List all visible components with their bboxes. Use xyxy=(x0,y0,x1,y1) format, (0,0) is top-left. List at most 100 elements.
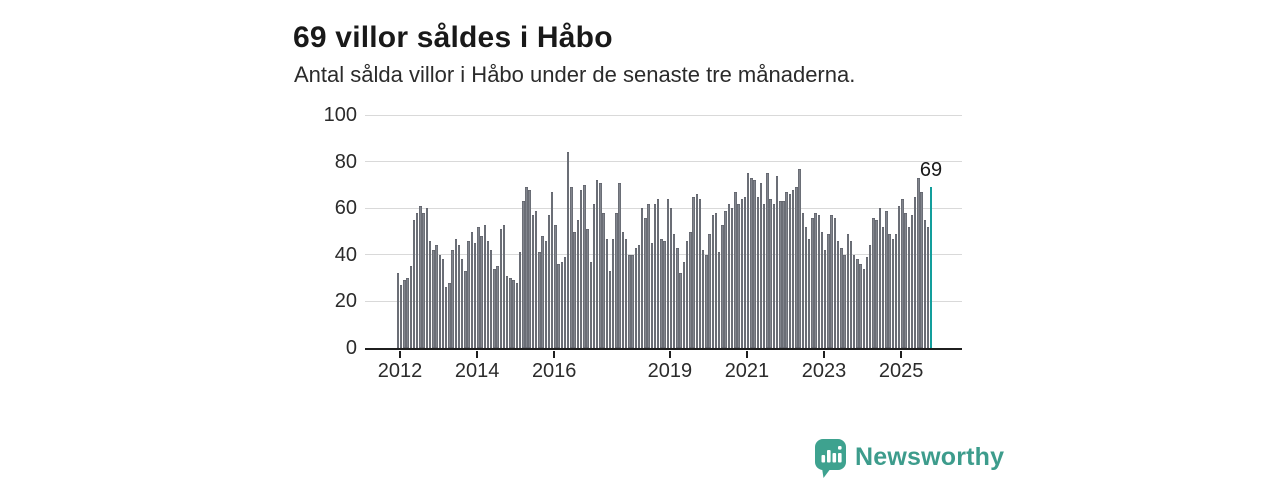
bar xyxy=(422,212,425,348)
bar xyxy=(541,236,544,348)
bar xyxy=(554,224,557,348)
bar xyxy=(438,254,441,348)
y-label-80: 80 xyxy=(334,150,357,173)
bar xyxy=(640,208,644,348)
page-title: 69 villor såldes i Håbo xyxy=(293,21,613,55)
gridline-80 xyxy=(365,161,962,163)
bar xyxy=(493,268,496,348)
last-value-annotation: 69 xyxy=(919,159,943,181)
x-tick-2025 xyxy=(900,351,903,358)
bar xyxy=(846,233,849,348)
bar xyxy=(730,208,734,348)
y-label-0: 0 xyxy=(345,337,357,359)
bar xyxy=(602,212,605,348)
bar xyxy=(740,198,743,348)
bar xyxy=(718,252,721,348)
bar xyxy=(579,189,583,348)
bar xyxy=(827,233,830,348)
bar xyxy=(724,210,727,348)
bar xyxy=(811,217,814,348)
bar xyxy=(518,252,522,348)
bar xyxy=(605,238,609,348)
bar xyxy=(904,212,907,348)
bar xyxy=(772,203,776,348)
bar xyxy=(917,177,920,348)
x-tick-2012 xyxy=(399,351,401,358)
bar xyxy=(698,198,702,348)
bar xyxy=(891,238,894,348)
bar xyxy=(795,187,798,348)
bar xyxy=(779,201,782,348)
bar xyxy=(656,198,660,348)
bar xyxy=(759,182,763,348)
bar xyxy=(901,198,904,348)
bar xyxy=(512,280,515,348)
bar xyxy=(888,233,891,348)
bar xyxy=(538,252,541,348)
bar xyxy=(840,247,843,348)
bar xyxy=(920,191,923,348)
bar xyxy=(865,257,869,348)
bar xyxy=(467,240,470,348)
bar xyxy=(763,203,766,348)
bar xyxy=(872,217,875,348)
bar xyxy=(461,259,464,348)
bar xyxy=(769,198,772,348)
bar xyxy=(631,254,634,348)
bar xyxy=(560,261,564,348)
bar xyxy=(756,196,759,348)
bar xyxy=(750,177,753,348)
bar xyxy=(618,182,621,348)
bar xyxy=(531,215,535,348)
bar xyxy=(412,219,416,348)
x-label-2021: 2021 xyxy=(724,360,770,382)
bar xyxy=(448,282,451,348)
bar xyxy=(820,231,824,348)
bar xyxy=(573,231,576,348)
bar xyxy=(525,187,528,348)
bar xyxy=(464,271,467,348)
bar xyxy=(881,226,885,348)
bar xyxy=(567,152,570,348)
bar xyxy=(409,266,413,348)
bar xyxy=(875,219,878,348)
bar xyxy=(435,245,438,348)
bar xyxy=(791,189,795,348)
bar xyxy=(907,226,910,348)
bar xyxy=(734,191,737,348)
bar xyxy=(910,215,914,348)
bar xyxy=(637,245,641,348)
bar xyxy=(923,219,927,348)
bar xyxy=(586,229,589,348)
bar xyxy=(570,187,573,348)
bar xyxy=(444,287,448,348)
bar xyxy=(663,240,666,348)
bar xyxy=(419,205,422,348)
bar xyxy=(644,217,647,348)
x-tick-2021 xyxy=(745,351,748,358)
bar xyxy=(859,264,862,348)
bar xyxy=(695,194,698,348)
bar xyxy=(852,254,856,348)
bar xyxy=(689,231,692,348)
bar xyxy=(428,240,432,348)
y-label-60: 60 xyxy=(334,197,357,220)
bar xyxy=(743,196,747,348)
bar xyxy=(396,273,400,348)
x-label-2014: 2014 xyxy=(454,360,500,382)
bar xyxy=(833,217,837,348)
bar xyxy=(544,240,547,348)
x-tick-2014 xyxy=(476,351,479,358)
bar xyxy=(615,212,618,348)
bar xyxy=(621,231,625,348)
bar xyxy=(708,233,711,348)
bar xyxy=(457,245,461,348)
bar xyxy=(843,254,846,348)
bar xyxy=(650,243,653,348)
bar xyxy=(692,196,695,348)
x-tick-2023 xyxy=(823,351,826,358)
bar xyxy=(682,261,686,348)
bar xyxy=(801,212,804,348)
bar xyxy=(441,259,445,348)
